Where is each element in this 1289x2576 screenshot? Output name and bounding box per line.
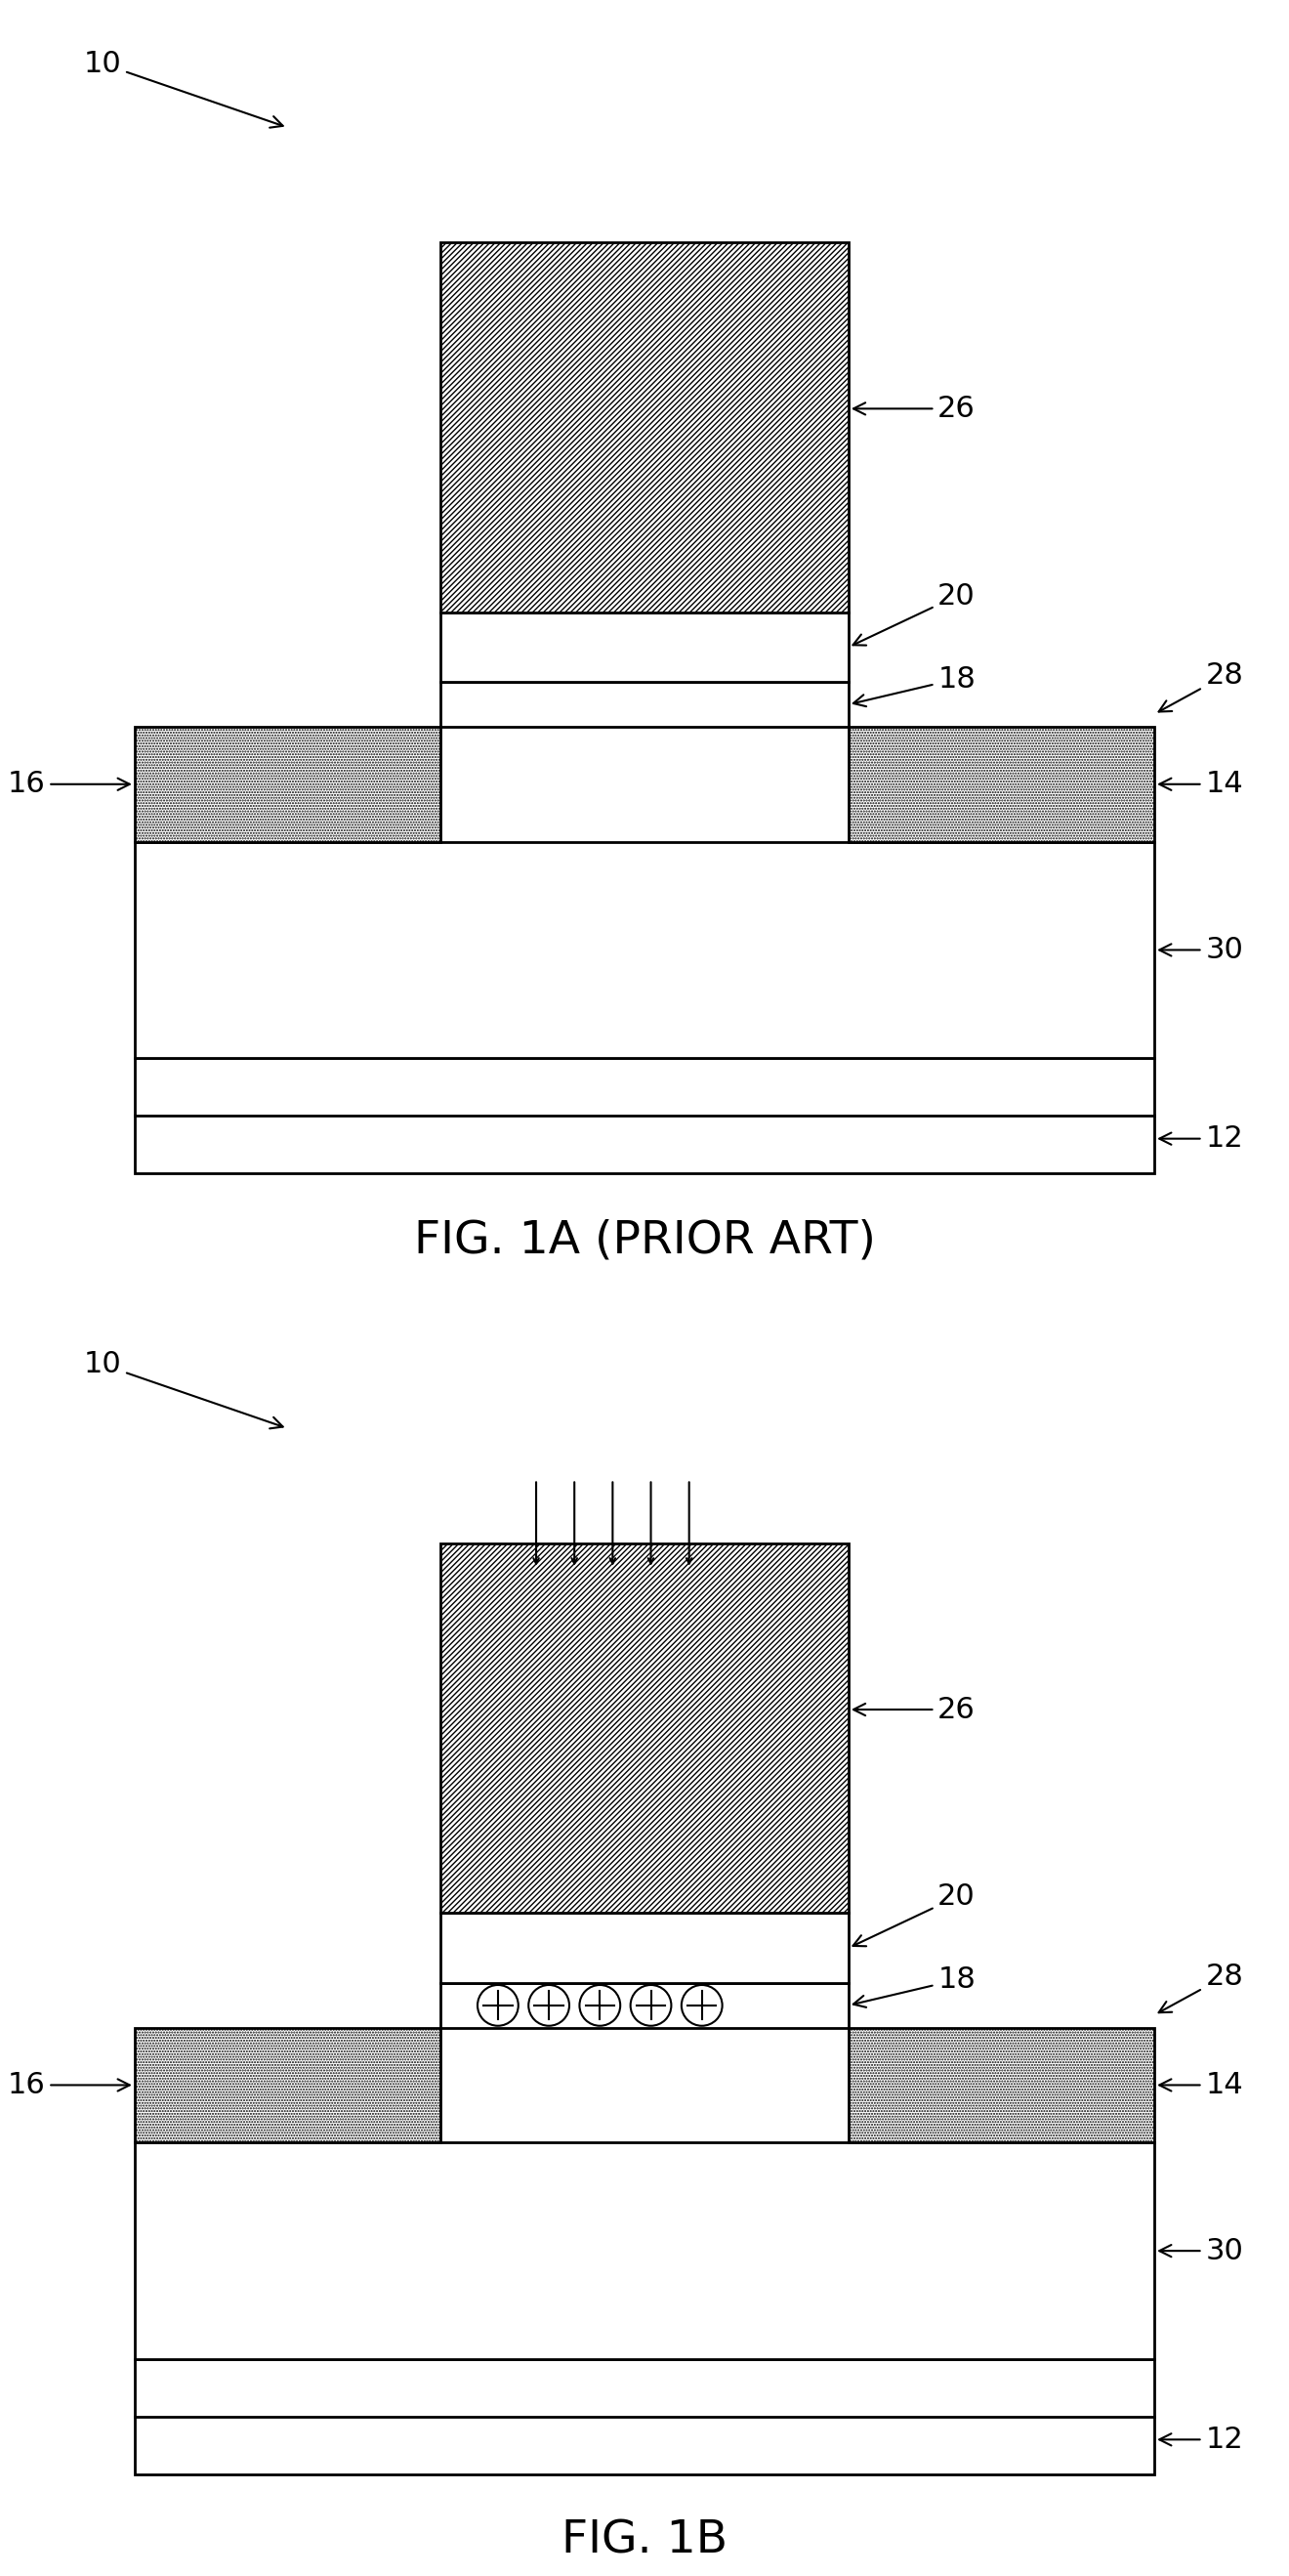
Bar <box>134 1059 1155 1172</box>
Bar <box>441 683 848 726</box>
Text: 26: 26 <box>853 394 976 422</box>
Text: 26: 26 <box>853 1695 976 1723</box>
Text: 12: 12 <box>1159 2427 1243 2455</box>
Circle shape <box>630 1986 672 2025</box>
Text: 28: 28 <box>1159 662 1244 711</box>
Text: 14: 14 <box>1159 770 1243 799</box>
Text: 28: 28 <box>1159 1963 1244 2012</box>
Bar <box>441 1984 848 2027</box>
Text: 18: 18 <box>853 665 976 706</box>
Bar <box>441 242 848 613</box>
Text: FIG. 1A (PRIOR ART): FIG. 1A (PRIOR ART) <box>414 1218 875 1262</box>
Bar <box>134 842 1155 1059</box>
Bar <box>441 613 848 683</box>
Text: 14: 14 <box>1159 2071 1243 2099</box>
Circle shape <box>477 1986 518 2025</box>
Bar <box>848 2027 1155 2143</box>
Text: 30: 30 <box>1159 2236 1244 2264</box>
Bar <box>441 1543 848 1914</box>
Circle shape <box>528 1986 570 2025</box>
Bar <box>441 1914 848 1984</box>
Circle shape <box>580 1986 620 2025</box>
Text: 12: 12 <box>1159 1126 1243 1154</box>
Bar <box>134 2143 1155 2360</box>
Circle shape <box>682 1986 722 2025</box>
Text: FIG. 1B: FIG. 1B <box>562 2519 727 2563</box>
Text: 10: 10 <box>84 1350 282 1430</box>
Text: 20: 20 <box>853 582 976 647</box>
Text: 10: 10 <box>84 49 282 129</box>
Text: 30: 30 <box>1159 935 1244 963</box>
Text: 20: 20 <box>853 1883 976 1947</box>
Text: 16: 16 <box>8 770 130 799</box>
Bar <box>134 2027 441 2143</box>
Text: 16: 16 <box>8 2071 130 2099</box>
Bar <box>134 2360 1155 2473</box>
Bar <box>848 726 1155 842</box>
Bar <box>134 726 441 842</box>
Text: 18: 18 <box>853 1965 976 2007</box>
